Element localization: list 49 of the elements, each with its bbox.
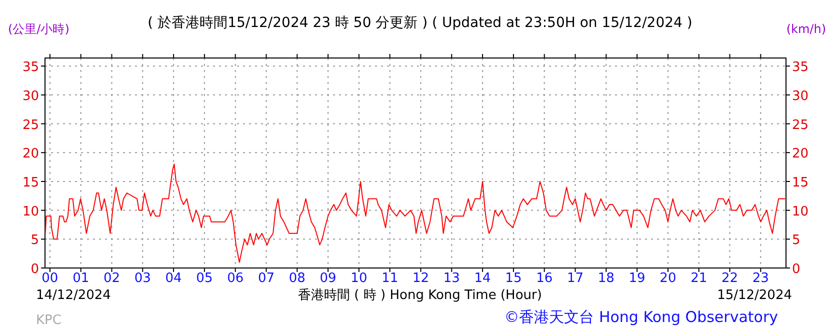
y2-tick-label: 10 <box>792 204 809 220</box>
x-axis-title: 香港時間 ( 時 ) Hong Kong Time (Hour) <box>298 288 542 303</box>
x-tick-label: 05 <box>196 271 213 286</box>
x-tick-label: 00 <box>42 271 58 286</box>
y2-tick-label: 35 <box>792 60 809 76</box>
chart-title: ( 於香港時間15/12/2024 23 時 50 分更新 ) ( Updated at 23:50H on 15/12/2024 ) <box>148 15 692 31</box>
y-tick-label: 0 <box>30 262 39 277</box>
y2-tick-label: 30 <box>792 88 809 104</box>
y-tick-label: 35 <box>22 60 39 76</box>
x-tick-label: 01 <box>72 271 90 286</box>
x-tick-label: 22 <box>721 271 738 286</box>
y2-tick-label: 20 <box>792 146 809 162</box>
y-tick-label: 10 <box>22 204 39 220</box>
y-tick-label: 5 <box>30 233 39 248</box>
text: 15/12/2024 <box>717 288 792 303</box>
y-tick-label: 30 <box>22 88 39 104</box>
x-tick-label: 13 <box>443 271 460 286</box>
y2-axis-title: (km/h) <box>786 22 826 36</box>
text: 14/12/2024 <box>36 288 111 303</box>
x-tick-label: 21 <box>690 271 708 286</box>
x-tick-label: 03 <box>134 271 151 286</box>
x-tick-label: 17 <box>566 271 584 286</box>
text: KPC <box>36 313 62 328</box>
y-tick-label: 25 <box>22 118 39 133</box>
x-tick-label: 11 <box>382 271 398 286</box>
x-tick-label: 02 <box>103 271 120 286</box>
x-tick-label: 19 <box>628 271 646 286</box>
x-tick-label: 16 <box>536 271 553 286</box>
y-tick-label: 15 <box>22 175 39 190</box>
x-tick-label: 23 <box>752 271 769 286</box>
y-axis-title: (公里/小時) <box>8 22 70 36</box>
x-tick-label: 20 <box>660 271 676 286</box>
y-tick-label: 20 <box>22 146 39 162</box>
y2-tick-label: 15 <box>792 175 809 190</box>
x-tick-label: 07 <box>258 271 275 286</box>
x-tick-label: 10 <box>350 271 368 286</box>
x-tick-label: 18 <box>598 271 614 286</box>
y2-tick-label: 25 <box>792 118 809 133</box>
x-tick-label: 06 <box>227 271 244 286</box>
x-tick-label: 09 <box>320 271 336 286</box>
text: ©香港天文台 Hong Kong Observatory <box>504 308 778 326</box>
x-tick-label: 08 <box>288 271 306 286</box>
x-tick-label: 14 <box>474 271 491 286</box>
x-tick-label: 12 <box>412 271 430 286</box>
y2-tick-label: 0 <box>792 262 800 277</box>
line-series <box>44 164 786 263</box>
x-tick-label: 15 <box>505 271 522 286</box>
y2-tick-label: 5 <box>792 233 800 248</box>
x-tick-label: 04 <box>165 271 182 286</box>
